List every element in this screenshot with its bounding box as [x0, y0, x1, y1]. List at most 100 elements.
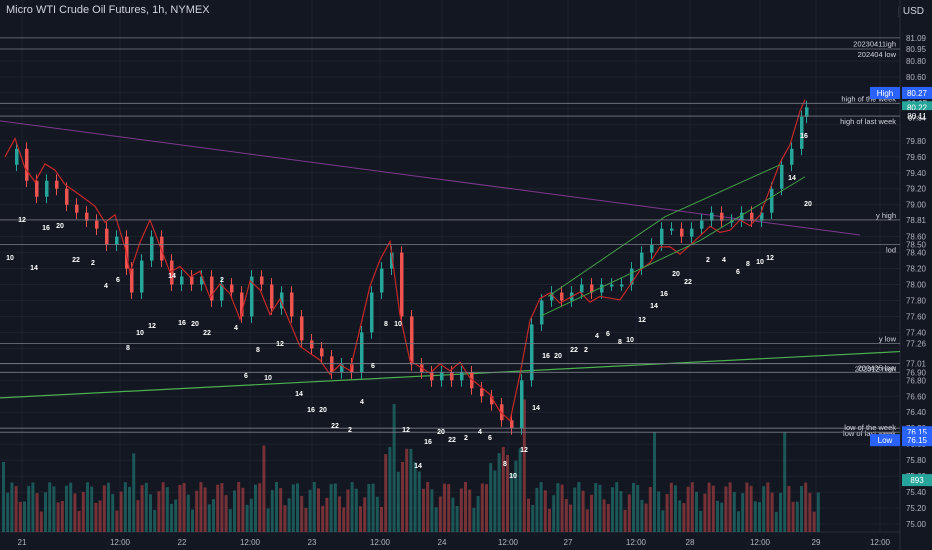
candle-body — [620, 284, 624, 287]
volume-bar — [212, 499, 215, 532]
currency-button[interactable]: USD — [897, 6, 924, 17]
volume-bar — [375, 496, 379, 532]
session-marker: 12 — [638, 317, 646, 324]
candle-body — [530, 324, 534, 381]
volume-bar — [359, 506, 362, 532]
time-tick: 27 — [564, 538, 573, 547]
volume-bar — [422, 488, 425, 532]
candle-body — [700, 220, 704, 229]
session-marker: 4 — [104, 283, 108, 290]
session-marker: 20 — [554, 353, 562, 360]
session-marker: 14 — [414, 463, 422, 470]
candle-body — [210, 276, 214, 301]
volume-bar — [611, 487, 614, 532]
volume-bar — [384, 454, 388, 532]
volume-bar — [745, 482, 749, 532]
volume-bar — [182, 482, 186, 532]
last-week-high-badge-bg — [902, 110, 932, 123]
time-tick: 12:00 — [110, 538, 131, 547]
volume-bar — [623, 509, 627, 532]
volume-bar — [741, 493, 745, 532]
volume-bar — [107, 482, 110, 532]
volume-bar — [716, 500, 719, 532]
candle-body — [760, 212, 764, 221]
volume-bar — [472, 507, 476, 532]
session-marker: 20 — [804, 201, 812, 208]
volume-bar — [812, 511, 816, 532]
volume-bar — [699, 510, 703, 532]
symbol-title: Micro WTI Crude Oil Futures, 1h, NYMEX — [6, 4, 210, 16]
volume-bar — [800, 485, 803, 532]
volume-bar — [430, 489, 434, 532]
candle-body — [190, 276, 194, 285]
volume-bar — [35, 493, 39, 532]
candle-body — [720, 212, 724, 221]
volume-bar — [602, 499, 606, 532]
candle-body — [670, 228, 674, 231]
moving-average-line — [4, 99, 806, 422]
volume-bar — [283, 505, 287, 532]
session-marker: 10 — [509, 473, 517, 480]
session-marker: 2 — [91, 260, 95, 267]
price-tick: 78.60 — [906, 233, 927, 242]
candle-body — [390, 252, 394, 269]
price-tick: 76.90 — [906, 368, 927, 377]
session-marker: 14 — [788, 175, 796, 182]
volume-badge: 893 — [910, 476, 924, 485]
session-marker: 10 — [394, 321, 402, 328]
volume-bar — [90, 486, 94, 532]
candle-body — [95, 220, 99, 229]
volume-bar — [216, 484, 220, 532]
volume-bar — [191, 509, 194, 532]
volume-bar — [186, 494, 190, 532]
volume-bar — [808, 492, 812, 532]
volume-bar — [510, 473, 514, 532]
volume-bar — [388, 447, 392, 532]
session-marker: 14 — [168, 273, 176, 280]
volume-bar — [27, 485, 31, 532]
candle-body — [400, 252, 404, 317]
volume-bar — [128, 486, 131, 532]
candle-body — [25, 148, 29, 181]
volume-bar — [732, 492, 736, 532]
time-tick: 22 — [178, 538, 187, 547]
session-marker: 12 — [520, 447, 528, 454]
volume-bar — [94, 502, 98, 532]
volume-bar — [249, 498, 253, 532]
session-marker: 10 — [264, 375, 272, 382]
price-tick: 80.60 — [906, 73, 927, 82]
volume-bar — [270, 490, 274, 532]
price-tick: 78.20 — [906, 265, 927, 274]
candle-body — [470, 372, 474, 389]
price-tick: 76.40 — [906, 408, 927, 417]
volume-bar — [564, 499, 568, 532]
level-label: 20230411igh — [853, 39, 896, 48]
candle-body — [600, 284, 604, 293]
session-marker: 2 — [348, 427, 352, 434]
volume-bar — [707, 482, 711, 532]
time-tick: 29 — [812, 538, 821, 547]
volume-bar — [585, 509, 589, 532]
volume-bar — [489, 463, 493, 532]
price-tick: 75.00 — [906, 520, 927, 529]
price-tick: 78.40 — [906, 249, 927, 258]
volume-bar — [728, 482, 732, 532]
candle-body — [710, 212, 714, 221]
session-marker: 6 — [606, 331, 610, 338]
volume-bar — [233, 490, 236, 532]
level-label: 202404 low — [858, 50, 897, 59]
volume-bar — [300, 495, 304, 532]
volume-bar — [560, 484, 564, 532]
session-marker: 22 — [72, 257, 80, 264]
session-marker: 16 — [660, 291, 668, 298]
volume-bar — [531, 505, 535, 532]
volume-bar — [644, 503, 648, 532]
session-marker: 6 — [488, 435, 492, 442]
session-marker: 22 — [684, 279, 692, 286]
volume-bar — [464, 482, 467, 532]
volume-bar — [762, 486, 766, 532]
price-tick: 79.60 — [906, 153, 927, 162]
volume-bar — [291, 484, 295, 532]
candle-body — [115, 236, 119, 245]
